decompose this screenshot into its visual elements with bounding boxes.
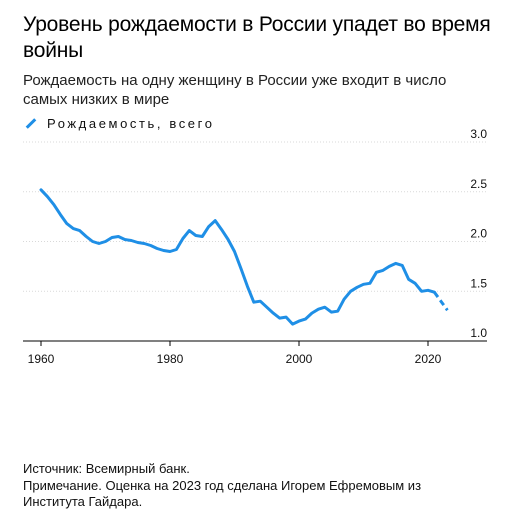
source-note: Источник: Всемирный банк. [23,461,190,476]
gridlines [23,141,487,292]
y-tick-label: 2.5 [470,177,487,191]
y-tick-label: 3.0 [470,127,487,141]
chart-title: Уровень рождаемости в России упадет во в… [23,13,491,62]
fertility-line [39,188,436,326]
note-line-2: Института Гайдара. [23,494,143,509]
y-tick-label: 1.0 [470,326,487,340]
estimate-line [433,291,449,312]
x-tick-label: 2000 [286,352,313,366]
footer: Источник: Всемирный банк. Примечание. Оц… [23,461,503,511]
series-lines [39,188,449,326]
chart-subtitle: Рождаемость на одну женщину в России уже… [23,72,447,108]
legend-label: Рождаемость, всего [47,115,215,131]
x-tick-label: 2020 [415,352,442,366]
x-tick-label: 1980 [157,352,184,366]
line-chart: 1.0 1.5 2.0 2.5 3.0 1960 1980 2000 2020 [23,127,487,366]
y-axis-labels: 1.0 1.5 2.0 2.5 3.0 [470,127,487,340]
y-tick-label: 2.0 [470,227,487,241]
note-line-1: Примечание. Оценка на 2023 год сделана И… [23,477,422,493]
x-axis: 1960 1980 2000 2020 [23,340,487,366]
y-tick-label: 1.5 [470,276,487,290]
legend: Рождаемость, всего [23,114,215,132]
x-tick-label: 1960 [28,352,55,366]
